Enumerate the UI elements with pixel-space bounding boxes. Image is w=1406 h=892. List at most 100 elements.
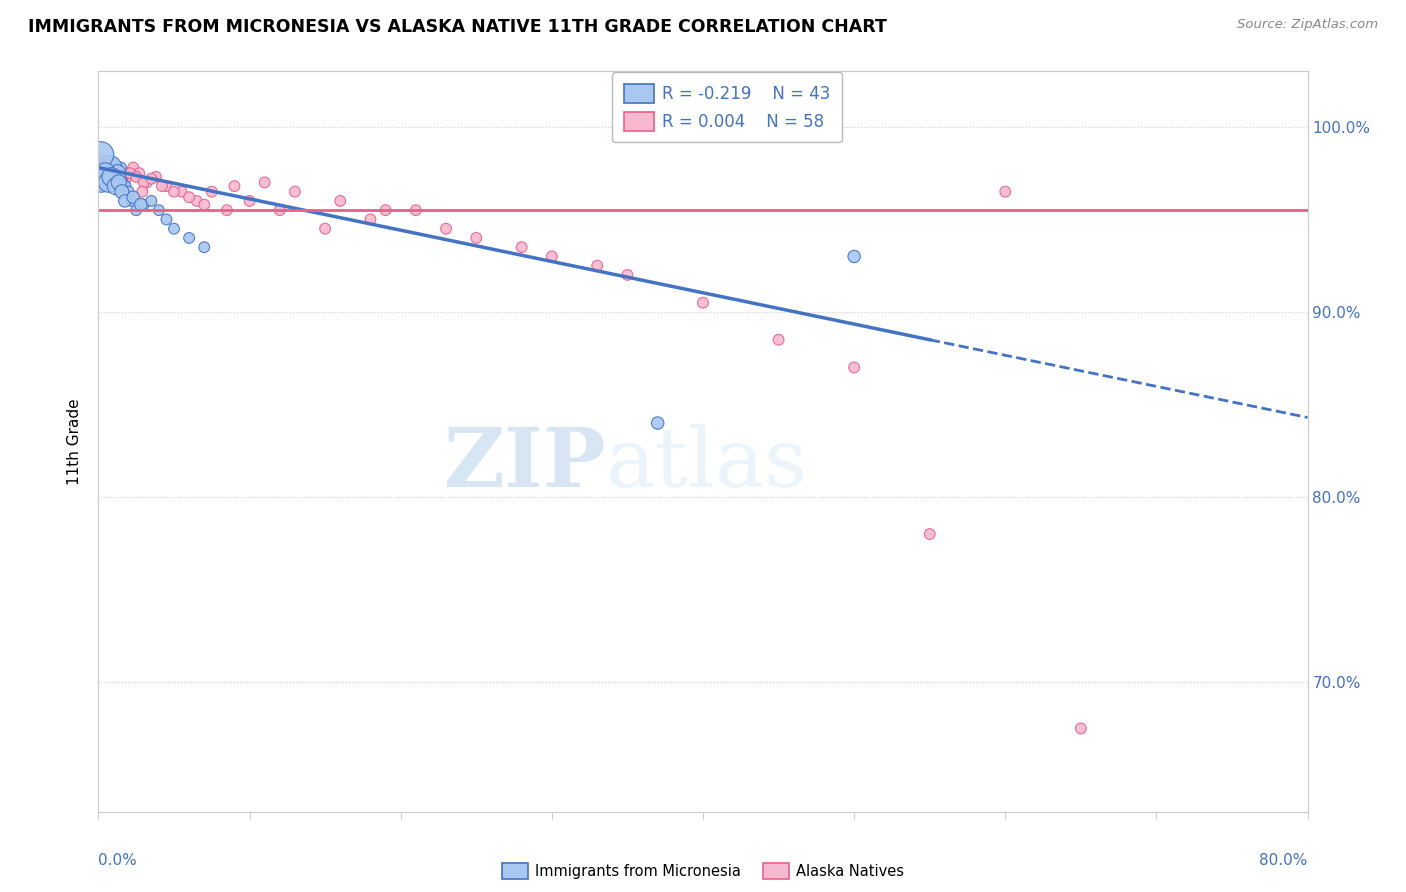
Point — [118, 185, 141, 199]
Point — [193, 197, 215, 211]
Point — [374, 203, 396, 218]
Point — [91, 157, 114, 171]
Point — [96, 171, 118, 186]
Point — [465, 231, 488, 245]
Point — [135, 176, 157, 190]
Point — [90, 176, 112, 190]
Point — [179, 190, 201, 204]
Point — [108, 176, 131, 190]
Point — [405, 203, 427, 218]
Point — [132, 197, 155, 211]
Point — [103, 176, 125, 190]
Point — [132, 176, 155, 190]
Point — [100, 166, 122, 180]
Point — [101, 157, 124, 171]
Point — [103, 161, 125, 175]
Point — [105, 166, 128, 180]
Point — [112, 179, 135, 194]
Point — [111, 166, 134, 180]
Point — [150, 179, 173, 194]
Text: Source: ZipAtlas.com: Source: ZipAtlas.com — [1237, 18, 1378, 31]
Point — [94, 176, 117, 190]
Point — [107, 161, 129, 175]
Point — [434, 221, 457, 235]
Point — [125, 169, 148, 184]
Point — [616, 268, 638, 282]
Point — [360, 212, 382, 227]
Point — [141, 171, 163, 186]
Point — [314, 221, 336, 235]
Point — [91, 166, 114, 180]
Point — [104, 179, 127, 194]
Point — [224, 179, 246, 194]
Point — [193, 240, 215, 254]
Point — [90, 153, 112, 168]
Point — [239, 194, 262, 208]
Text: 80.0%: 80.0% — [1260, 854, 1308, 869]
Point — [994, 185, 1017, 199]
Point — [98, 161, 121, 175]
Point — [918, 527, 941, 541]
Point — [586, 259, 609, 273]
Point — [120, 166, 142, 180]
Point — [125, 203, 148, 218]
Point — [284, 185, 307, 199]
Point — [540, 250, 562, 264]
Point — [90, 147, 112, 161]
Point — [145, 169, 167, 184]
Point — [128, 166, 150, 180]
Point — [101, 161, 124, 175]
Point — [121, 194, 143, 208]
Point — [215, 203, 238, 218]
Point — [105, 166, 128, 180]
Point — [768, 333, 790, 347]
Point — [114, 179, 136, 194]
Point — [103, 157, 125, 171]
Legend: R = -0.219    N = 43, R = 0.004    N = 58: R = -0.219 N = 43, R = 0.004 N = 58 — [612, 72, 842, 143]
Point — [94, 166, 117, 180]
Point — [110, 161, 132, 175]
Point — [110, 166, 132, 180]
Legend: Immigrants from Micronesia, Alaska Natives: Immigrants from Micronesia, Alaska Nativ… — [496, 857, 910, 885]
Text: IMMIGRANTS FROM MICRONESIA VS ALASKA NATIVE 11TH GRADE CORRELATION CHART: IMMIGRANTS FROM MICRONESIA VS ALASKA NAT… — [28, 18, 887, 36]
Point — [201, 185, 224, 199]
Point — [844, 250, 866, 264]
Point — [163, 221, 186, 235]
Point — [100, 171, 122, 186]
Point — [93, 157, 115, 171]
Point — [647, 416, 669, 430]
Point — [98, 161, 121, 175]
Point — [141, 194, 163, 208]
Point — [186, 194, 208, 208]
Point — [163, 185, 186, 199]
Point — [692, 295, 714, 310]
Point — [122, 190, 145, 204]
Point — [111, 185, 134, 199]
Point — [114, 194, 136, 208]
Point — [93, 166, 115, 180]
Point — [170, 185, 193, 199]
Point — [253, 176, 276, 190]
Point — [104, 166, 127, 180]
Text: ZIP: ZIP — [444, 424, 606, 504]
Point — [155, 212, 177, 227]
Y-axis label: 11th Grade: 11th Grade — [67, 398, 83, 485]
Point — [118, 166, 141, 180]
Point — [96, 161, 118, 175]
Point — [93, 166, 115, 180]
Point — [131, 185, 153, 199]
Point — [96, 171, 118, 186]
Point — [114, 171, 136, 186]
Point — [111, 176, 134, 190]
Point — [108, 166, 131, 180]
Point — [844, 360, 866, 375]
Point — [100, 169, 122, 184]
Point — [107, 171, 129, 186]
Text: atlas: atlas — [606, 424, 808, 504]
Point — [148, 203, 170, 218]
Point — [179, 231, 201, 245]
Text: 0.0%: 0.0% — [98, 854, 138, 869]
Point — [269, 203, 291, 218]
Point — [105, 166, 128, 180]
Point — [155, 179, 177, 194]
